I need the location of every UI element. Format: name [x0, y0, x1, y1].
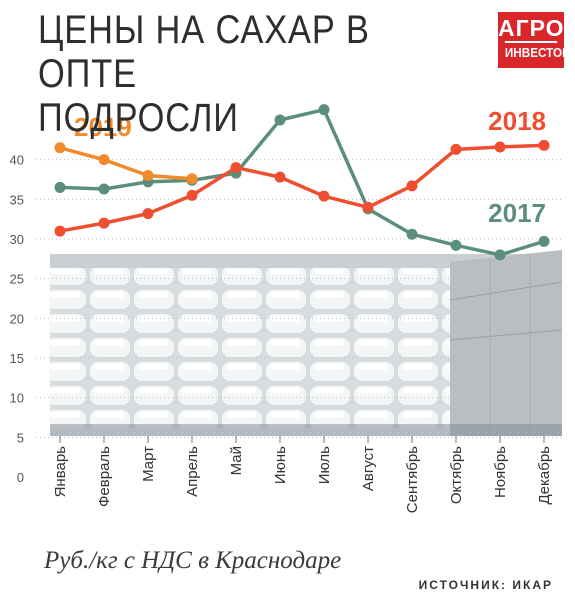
warehouse-photo — [50, 250, 563, 436]
series-lines — [59, 107, 545, 257]
series-label-2019: 2019 — [74, 112, 132, 142]
y-tick-label: 15 — [10, 351, 24, 366]
y-tick-label: 35 — [10, 192, 24, 207]
series-labels: 2019 2018 2017 — [74, 106, 546, 228]
data-point-2017 — [318, 104, 330, 116]
series-line-2017 — [59, 107, 545, 257]
logo-line-2: ИНВЕСТОР — [504, 41, 570, 63]
y-tick-label: 10 — [10, 391, 24, 406]
logo-line-1: АГРО — [498, 15, 565, 41]
data-point-2018 — [538, 139, 550, 151]
x-tick-label: Сентябрь — [404, 446, 421, 513]
data-point-2018 — [98, 217, 110, 229]
series-label-2018: 2018 — [488, 106, 546, 136]
data-point-2019 — [54, 142, 66, 154]
y-tick-label: 30 — [10, 232, 24, 247]
y-axis: 0 5 10 15 20 25 30 35 40 — [10, 153, 24, 485]
data-point-2019 — [142, 170, 154, 182]
chart-title: ЦЕНЫ НА САХАР В ОПТЕ ПОДРОСЛИ — [38, 8, 416, 140]
x-tick-label: Февраль — [96, 446, 113, 507]
y-tick-label: 40 — [10, 153, 24, 168]
x-tick-label: Декабрь — [536, 446, 553, 505]
series-line-2019 — [59, 146, 193, 181]
x-tick-label: Январь — [52, 446, 69, 498]
data-point-2018 — [406, 180, 418, 192]
data-point-2018 — [142, 208, 154, 220]
source-credit: ИСТОЧНИК: ИКАР — [418, 578, 553, 592]
data-point-2019 — [98, 154, 110, 166]
data-point-2019 — [186, 173, 198, 185]
y-tick-label: 0 — [17, 470, 24, 485]
x-tick-label: Июнь — [272, 446, 289, 484]
data-point-2018 — [230, 162, 242, 174]
data-point-2018 — [54, 225, 66, 237]
data-point-2017 — [54, 181, 66, 193]
series-label-2017: 2017 — [488, 198, 546, 228]
x-tick-label: Ноябрь — [492, 446, 509, 498]
x-tick-label: Июль — [316, 446, 333, 484]
x-tick-label: Апрель — [184, 446, 201, 497]
data-point-2018 — [362, 201, 374, 213]
title-line-1: ЦЕНЫ НА САХАР В ОПТЕ — [38, 8, 370, 96]
x-tick-label: Май — [228, 446, 245, 475]
x-tick-label: Март — [140, 446, 157, 482]
y-tick-label: 5 — [17, 430, 24, 445]
x-tick-label: Август — [360, 446, 377, 491]
data-point-2018 — [274, 171, 286, 183]
agroinvestor-logo: АГРО ИНВЕСТОР — [498, 12, 570, 68]
y-tick-label: 25 — [10, 272, 24, 287]
y-tick-label: 20 — [10, 311, 24, 326]
x-tick-label: Октябрь — [448, 446, 465, 504]
data-point-2017 — [274, 114, 286, 126]
x-axis: Январь Февраль Март Апрель Май Июнь Июль Август… — [52, 436, 553, 513]
data-point-2017 — [494, 249, 506, 261]
data-point-2017 — [538, 235, 550, 247]
data-point-2017 — [98, 183, 110, 195]
units-footnote: Руб./кг с НДС в Краснодаре — [44, 547, 342, 574]
series-line-2018 — [59, 143, 545, 233]
data-point-2018 — [186, 189, 198, 201]
data-point-2018 — [318, 190, 330, 202]
data-point-2018 — [494, 141, 506, 153]
data-point-2017 — [450, 239, 462, 251]
data-point-2017 — [406, 228, 418, 240]
title-line-2: ПОДРОСЛИ — [38, 96, 239, 140]
data-point-2018 — [450, 143, 462, 155]
series-points — [54, 104, 550, 261]
